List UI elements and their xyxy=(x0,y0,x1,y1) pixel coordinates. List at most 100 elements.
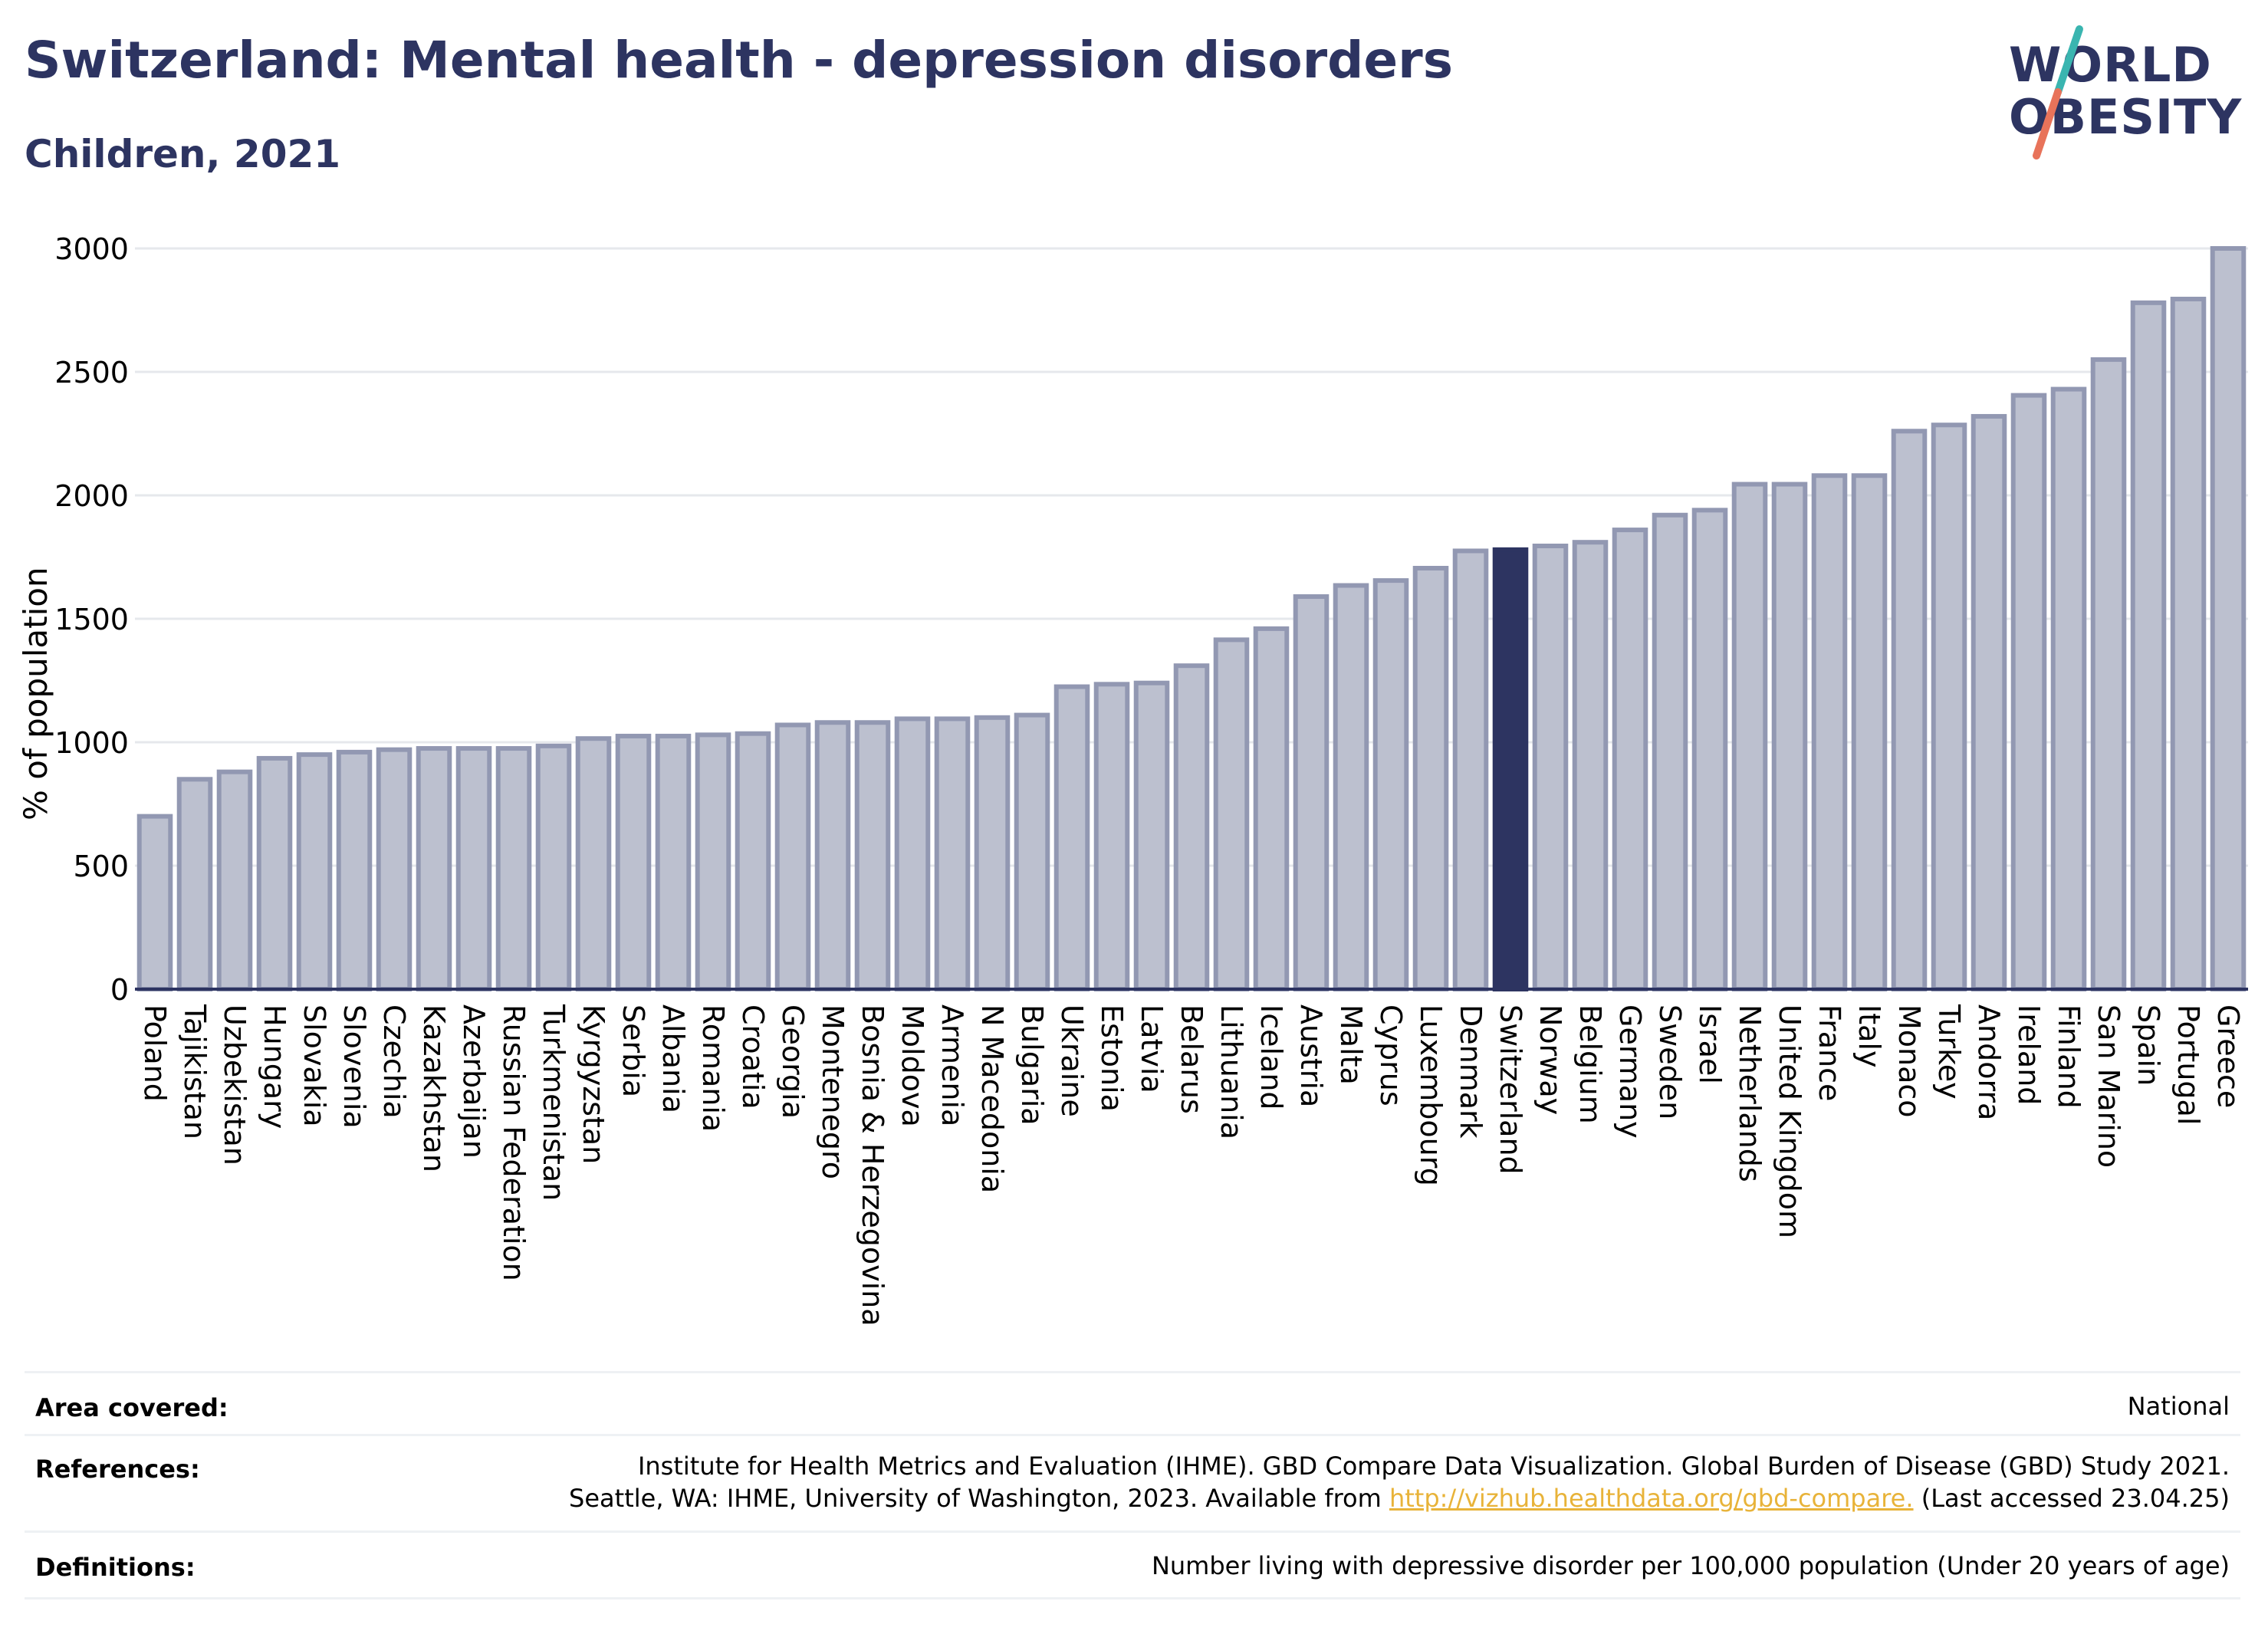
footer-row-area: Area covered: National xyxy=(25,1371,2240,1435)
bar xyxy=(655,733,692,991)
x-tick-label: Albania xyxy=(656,1004,690,1113)
x-tick-label: Croatia xyxy=(736,1004,770,1110)
x-tick-label: Montenegro xyxy=(816,1004,850,1179)
x-tick-label: N Macedonia xyxy=(975,1004,1009,1193)
x-tick-label: Austria xyxy=(1294,1004,1328,1107)
bar xyxy=(934,716,971,991)
bar xyxy=(575,736,612,991)
definitions-label: Definitions: xyxy=(35,1553,196,1582)
y-tick-label: 500 xyxy=(73,850,129,883)
x-tick-label: Luxembourg xyxy=(1414,1004,1448,1186)
references-line2-suffix: (Last accessed 23.04.25) xyxy=(1913,1484,2230,1513)
bar xyxy=(416,746,452,991)
bar xyxy=(2170,297,2207,991)
x-tick-label: Andorra xyxy=(1972,1004,2006,1120)
x-tick-label: Netherlands xyxy=(1733,1004,1767,1182)
logo-text-line1: WORLD xyxy=(2009,37,2212,93)
x-tick-label: Georgia xyxy=(776,1004,810,1119)
bar xyxy=(1931,422,1967,991)
footer-row-references: References: Institute for Health Metrics… xyxy=(25,1434,2240,1531)
x-tick-label: Hungary xyxy=(258,1004,291,1129)
bar xyxy=(1293,594,1330,992)
x-tick-label: Portugal xyxy=(2171,1004,2205,1125)
y-tick-label: 2000 xyxy=(54,479,129,513)
x-tick-label: Serbia xyxy=(616,1004,650,1097)
x-tick-label: Bosnia & Herzegovina xyxy=(856,1004,889,1327)
bar xyxy=(216,769,253,991)
references-label: References: xyxy=(35,1455,200,1484)
x-tick-label: Belgium xyxy=(1573,1004,1607,1124)
bar xyxy=(774,722,811,992)
y-tick-label: 2500 xyxy=(54,356,129,390)
references-text: Institute for Health Metrics and Evaluat… xyxy=(569,1450,2230,1514)
bar xyxy=(1771,482,1808,991)
x-tick-label: Slovakia xyxy=(297,1004,331,1127)
x-tick-label: Romania xyxy=(696,1004,730,1132)
bar xyxy=(1731,482,1768,991)
x-tick-label: San Marino xyxy=(2092,1004,2125,1168)
x-tick-label: Tajikistan xyxy=(178,1004,212,1139)
y-tick-label: 1500 xyxy=(54,603,129,636)
x-tick-label: Finland xyxy=(2052,1004,2086,1109)
bar xyxy=(1173,663,1210,991)
bar xyxy=(814,720,851,991)
x-tick-label: France xyxy=(1813,1004,1846,1101)
bar xyxy=(376,747,413,991)
x-tick-label: Israel xyxy=(1693,1004,1727,1084)
x-tick-label: Uzbekistan xyxy=(218,1004,251,1165)
bar xyxy=(1333,583,1369,991)
bar xyxy=(336,749,373,991)
bar xyxy=(1213,637,1250,991)
logo-slash-icon xyxy=(2033,25,2083,159)
x-tick-label: Estonia xyxy=(1095,1004,1129,1112)
x-tick-label: Kyrgyzstan xyxy=(577,1004,610,1164)
bar xyxy=(256,755,293,991)
bar xyxy=(1133,680,1170,991)
bar xyxy=(1372,578,1409,991)
bar xyxy=(854,720,891,991)
bar xyxy=(136,814,173,991)
bar xyxy=(2010,393,2047,991)
bar xyxy=(535,743,572,992)
bar xyxy=(1253,626,1290,991)
chart-title: Switzerland: Mental health - depression … xyxy=(25,31,1454,90)
definitions-value: Number living with depressive disorder p… xyxy=(1151,1551,2230,1580)
x-tick-label: Kazakhstan xyxy=(417,1004,451,1172)
bar-chart: 0 500 1000 1500 2000 2500 3000 Poland Tajikistan… xyxy=(54,232,2248,1327)
bar xyxy=(296,752,333,991)
x-tick-label: Armenia xyxy=(935,1004,969,1126)
x-tick-label: Latvia xyxy=(1135,1004,1169,1093)
x-tick-label: Norway xyxy=(1533,1004,1567,1115)
bar xyxy=(1971,413,2007,991)
x-tick-label: Turkey xyxy=(1932,1004,1966,1100)
x-tick-label: Sweden xyxy=(1653,1004,1687,1119)
bar xyxy=(735,731,771,991)
x-tick-label: Iceland xyxy=(1254,1004,1288,1110)
x-tick-label: Belarus xyxy=(1175,1004,1208,1114)
bar xyxy=(974,715,1011,991)
y-tick-label: 3000 xyxy=(54,232,129,266)
x-tick-label: Ukraine xyxy=(1055,1004,1089,1117)
bar xyxy=(1412,565,1449,991)
bar xyxy=(1014,712,1050,992)
x-tick-label: Turkmenistan xyxy=(537,1004,570,1201)
references-line2-prefix: Seattle, WA: IHME, University of Washing… xyxy=(569,1484,1389,1513)
bar xyxy=(1452,548,1489,991)
area-covered-label: Area covered: xyxy=(35,1393,228,1422)
x-tick-label: Bulgaria xyxy=(1015,1004,1049,1126)
bar xyxy=(1811,473,1848,991)
references-link[interactable]: http://vizhub.healthdata.org/gbd-compare… xyxy=(1389,1484,1914,1513)
bar xyxy=(1093,682,1130,992)
bar xyxy=(495,746,532,991)
bar xyxy=(1532,544,1569,991)
x-tick-label: Slovenia xyxy=(337,1004,371,1129)
world-obesity-logo: WORLD OBESITY xyxy=(1994,21,2254,167)
x-tick-label: Ireland xyxy=(2012,1004,2046,1105)
x-tick-label: Spain xyxy=(2132,1004,2165,1086)
bar xyxy=(1053,684,1090,991)
bar xyxy=(2050,386,2087,992)
x-tick-label: Denmark xyxy=(1454,1004,1487,1139)
references-line1: Institute for Health Metrics and Evaluat… xyxy=(637,1452,2230,1481)
y-axis-label: % of population xyxy=(17,567,54,820)
bar xyxy=(894,716,931,991)
